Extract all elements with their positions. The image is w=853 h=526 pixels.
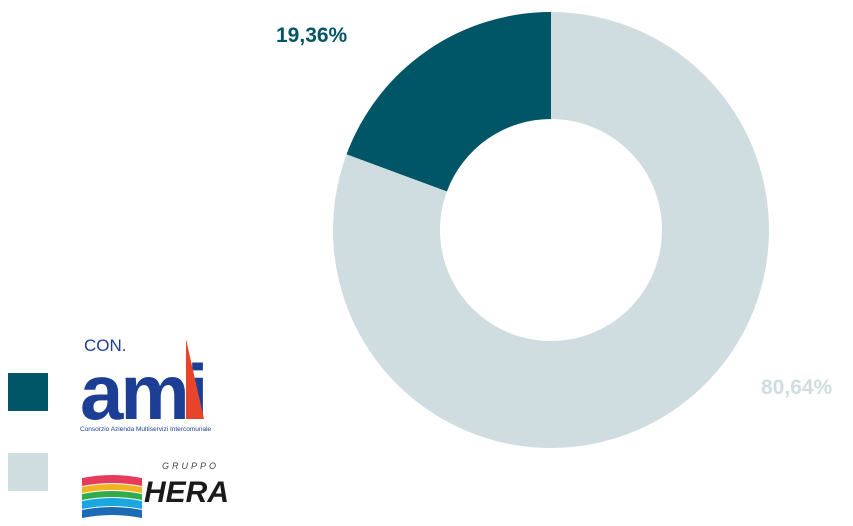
legend-swatch-hera — [8, 453, 48, 491]
donut-slices — [333, 12, 769, 448]
svg-text:GRUPPO: GRUPPO — [162, 461, 219, 471]
legend-swatch-conami — [8, 373, 48, 411]
hera-logo: GRUPPO HERA — [82, 461, 229, 518]
svg-text:HERA: HERA — [144, 476, 229, 509]
donut-slice-conami — [346, 12, 551, 192]
svg-text:CON.: CON. — [84, 336, 127, 355]
conami-logo: CON. ami Consorzio Azienda Multiservizi … — [80, 336, 212, 435]
svg-text:Consorzio Azienda Multiservizi: Consorzio Azienda Multiservizi Intercomu… — [80, 426, 212, 433]
data-label-hera: 80,64% — [761, 376, 833, 399]
data-label-conami: 19,36% — [276, 24, 348, 47]
donut-slice-hera — [333, 12, 769, 448]
